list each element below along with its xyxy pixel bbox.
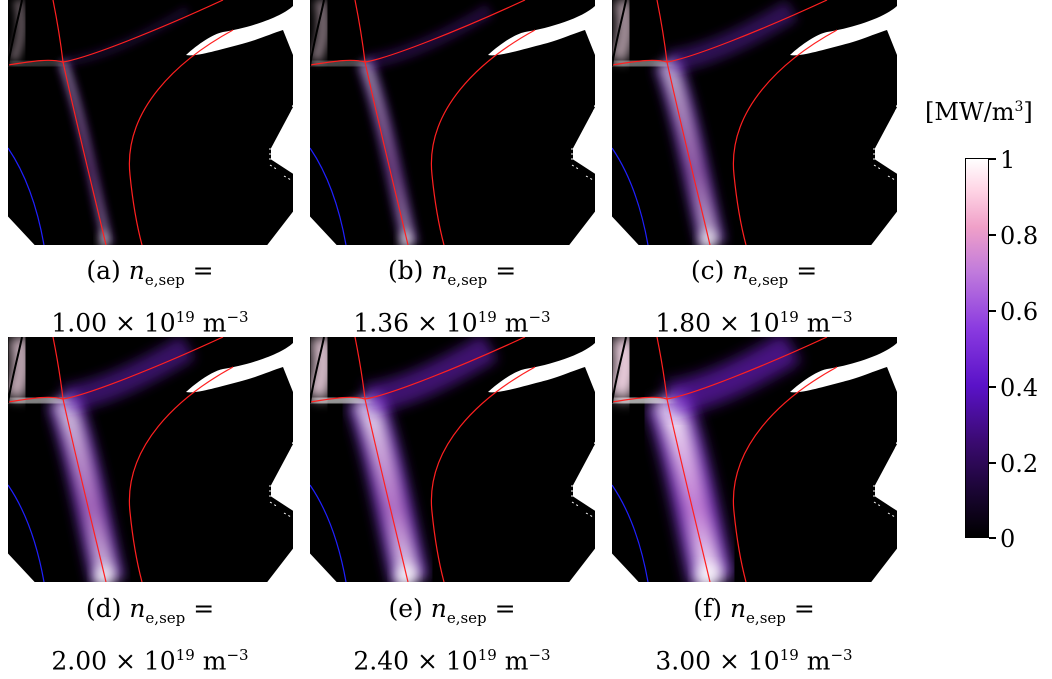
caption-e: (e) ne,sep = 2.40 × 1019 m−3 [353, 594, 551, 676]
emission-map [310, 337, 595, 582]
colorbar [965, 158, 989, 538]
colorbar-tick-label: 0 [1000, 525, 1016, 553]
emission-map [8, 337, 293, 582]
colorbar-tick-label: 1 [1000, 146, 1016, 174]
caption-f: (f) ne,sep = 3.00 × 1019 m−3 [655, 594, 853, 676]
colorbar-tick-label: 0.2 [1000, 450, 1039, 478]
panel-b [310, 0, 595, 245]
panel-f [612, 337, 897, 582]
colorbar-tick [989, 234, 996, 236]
colorbar-unit-label: [MW/m3] [925, 98, 1033, 126]
emission-map [612, 337, 897, 582]
caption-a: (a) ne,sep = 1.00 × 1019 m−3 [51, 256, 249, 338]
emission-map [612, 0, 897, 245]
colorbar-tick [989, 158, 996, 160]
colorbar-tick [989, 537, 996, 539]
panel-c [612, 0, 897, 245]
emission-map [310, 0, 595, 245]
colorbar-tick [989, 462, 996, 464]
panel-e [310, 337, 595, 582]
panel-d [8, 337, 293, 582]
colorbar-tick-label: 0.6 [1000, 298, 1039, 326]
caption-d: (d) ne,sep = 2.00 × 1019 m−3 [51, 594, 249, 676]
colorbar-tick [989, 310, 996, 312]
colorbar-tick [989, 386, 996, 388]
emission-map [8, 0, 293, 245]
colorbar-tick-label: 0.4 [1000, 374, 1039, 402]
caption-b: (b) ne,sep = 1.36 × 1019 m−3 [353, 256, 551, 338]
caption-c: (c) ne,sep = 1.80 × 1019 m−3 [655, 256, 853, 338]
panel-a [8, 0, 293, 245]
colorbar-tick-label: 0.8 [1000, 222, 1039, 250]
